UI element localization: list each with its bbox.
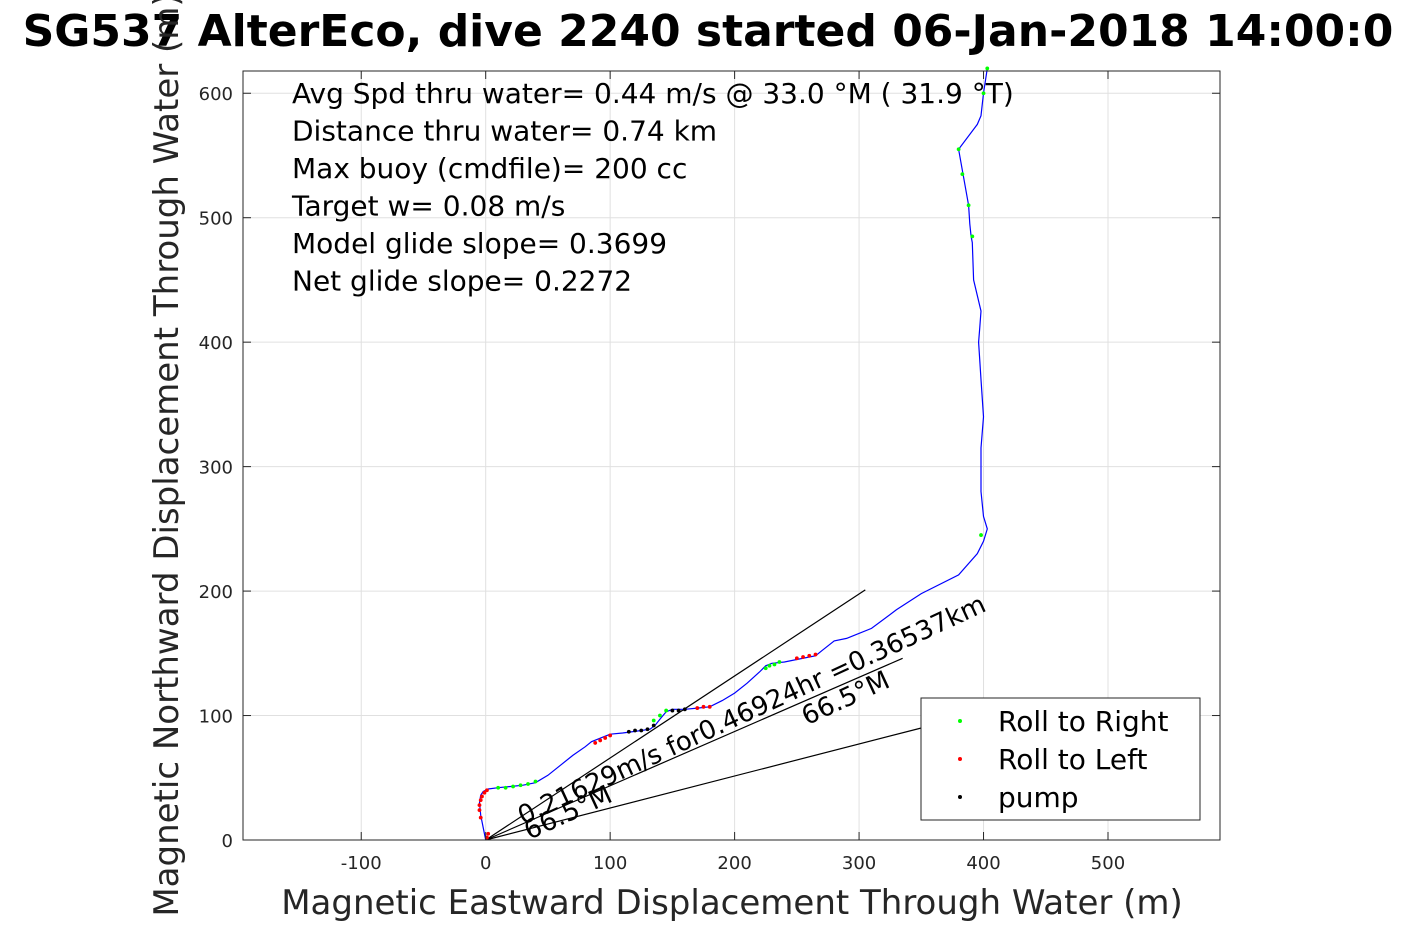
roll-to-left-point <box>477 803 482 808</box>
roll-to-left-point <box>478 815 483 820</box>
info-text: Avg Spd thru water= 0.44 m/s @ 33.0 °M (… <box>291 77 1014 298</box>
info-line: Distance thru water= 0.74 km <box>292 115 717 148</box>
legend-label: Roll to Left <box>998 743 1147 776</box>
roll-to-left-point <box>485 788 489 793</box>
y-tick-label: 300 <box>199 458 233 479</box>
x-tick-label: 200 <box>717 853 751 874</box>
chart-title: SG537 AlterEco, dive 2240 started 06-Jan… <box>23 6 1394 57</box>
roll-to-right-point <box>777 660 782 664</box>
roll-to-left-point <box>593 741 598 745</box>
x-tick-label: 100 <box>593 853 627 874</box>
roll-to-left-point <box>701 704 706 709</box>
reference-line <box>485 727 922 841</box>
legend-marker <box>958 795 962 799</box>
roll-to-left-point <box>695 706 700 710</box>
roll-to-right-point <box>763 666 768 671</box>
roll-to-right-point <box>511 784 515 789</box>
tick-labels: -100 0 100 200 300 400 500 0 100 200 300 400 500 600 <box>199 84 1126 874</box>
roll-to-left-point <box>477 808 482 813</box>
pump-point <box>626 729 631 734</box>
pump-point <box>670 708 675 713</box>
reference-line <box>485 657 903 841</box>
info-line: Model glide slope= 0.3699 <box>292 227 667 260</box>
pump-point <box>676 708 681 713</box>
roll-to-right-point <box>526 782 530 786</box>
roll-to-right-point <box>767 663 772 668</box>
roll-to-left-point <box>807 653 812 658</box>
roll-to-left-point <box>813 652 818 657</box>
legend-box <box>920 697 1201 821</box>
axes <box>242 70 1221 841</box>
x-tick-label: -100 <box>341 853 382 874</box>
info-line: Target w= 0.08 m/s <box>291 190 565 223</box>
annotations: 0.21629m/s for0.46924hr =0.36537km66.5°M… <box>513 590 990 847</box>
roll-to-right-point <box>651 718 656 723</box>
roll-to-right-point <box>503 785 508 790</box>
roll-to-left-point <box>480 794 484 799</box>
roll-to-right-point <box>970 234 975 239</box>
roll-to-left-point <box>603 736 608 740</box>
roll-to-right-point <box>981 91 986 96</box>
legend-marker <box>958 757 962 761</box>
pump-point <box>639 728 644 733</box>
y-tick-label: 0 <box>222 831 233 852</box>
x-tick-label: 300 <box>842 853 876 874</box>
roll-to-right-point <box>956 147 961 152</box>
x-tick-label: 500 <box>1091 853 1125 874</box>
y-tick-label: 400 <box>199 333 233 354</box>
roll-to-left-point <box>801 655 805 659</box>
roll-to-left-point <box>482 790 487 795</box>
roll-to-left-point <box>707 704 712 709</box>
x-tick-label: 0 <box>480 853 491 874</box>
info-line: Max buoy (cmdfile)= 200 cc <box>292 152 687 185</box>
roll-to-left-point <box>608 733 613 738</box>
info-line: Avg Spd thru water= 0.44 m/s @ 33.0 °M (… <box>292 77 1014 110</box>
legend-label: Roll to Right <box>998 705 1169 738</box>
reference-lines <box>485 589 922 841</box>
roll-to-right-point <box>658 713 662 718</box>
roll-to-right-point <box>985 66 990 71</box>
y-tick-label: 100 <box>199 707 233 728</box>
roll-to-right-point <box>533 779 538 784</box>
grid <box>243 71 1220 841</box>
roll-to-right-point <box>664 708 669 713</box>
pump-point <box>682 707 687 712</box>
y-tick-label: 600 <box>199 84 233 105</box>
roll-to-left-point <box>486 831 491 836</box>
roll-to-right-point <box>966 203 971 208</box>
roll-to-right-point <box>518 783 523 788</box>
roll-to-right-point <box>772 662 777 667</box>
roll-to-left-point <box>478 798 483 803</box>
roll-to-right-point <box>979 533 983 537</box>
legend-label: pump <box>998 781 1079 814</box>
y-tick-label: 500 <box>199 209 233 230</box>
pump-point <box>633 728 637 733</box>
x-axis-label: Magnetic Eastward Displacement Through W… <box>281 883 1183 923</box>
reference-line <box>485 589 866 841</box>
pump-point <box>651 723 656 728</box>
roll-to-left-point <box>794 656 799 661</box>
roll-to-right-point <box>496 785 501 790</box>
pump-point <box>645 727 650 732</box>
info-line: Net glide slope= 0.2272 <box>292 265 632 298</box>
legend-marker <box>958 719 962 723</box>
roll-to-left-point <box>598 738 603 743</box>
legend: Roll to Right Roll to Left pump <box>920 697 1201 821</box>
y-tick-label: 200 <box>199 582 233 603</box>
x-tick-label: 400 <box>966 853 1000 874</box>
plot-frame <box>242 70 1221 841</box>
roll-to-right-point <box>960 172 965 177</box>
y-axis-label: Magnetic Northward Displacement Through … <box>147 0 187 917</box>
